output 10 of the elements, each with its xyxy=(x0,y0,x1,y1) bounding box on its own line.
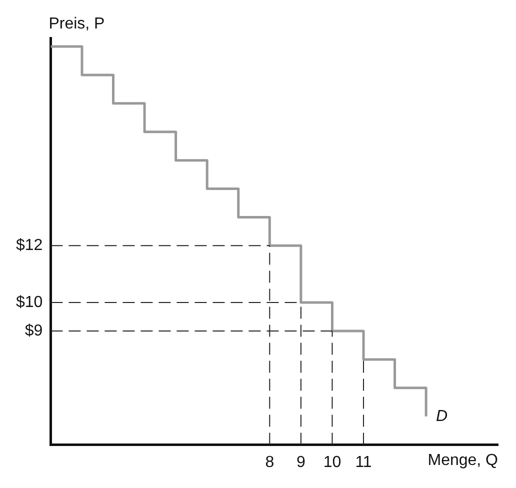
annotation: D xyxy=(436,408,448,425)
x-tick-label: 11 xyxy=(355,454,372,471)
x-tick-label: 8 xyxy=(265,454,274,471)
y-tick-label: $9 xyxy=(24,322,43,340)
y-tick-label: $10 xyxy=(16,294,43,311)
y-axis-title: Preis, P xyxy=(48,15,105,32)
x-tick-label: 9 xyxy=(296,454,306,471)
x-tick-label: 10 xyxy=(323,454,342,471)
x-axis-title: Menge, Q xyxy=(428,452,498,470)
y-tick-label: $12 xyxy=(16,237,43,254)
